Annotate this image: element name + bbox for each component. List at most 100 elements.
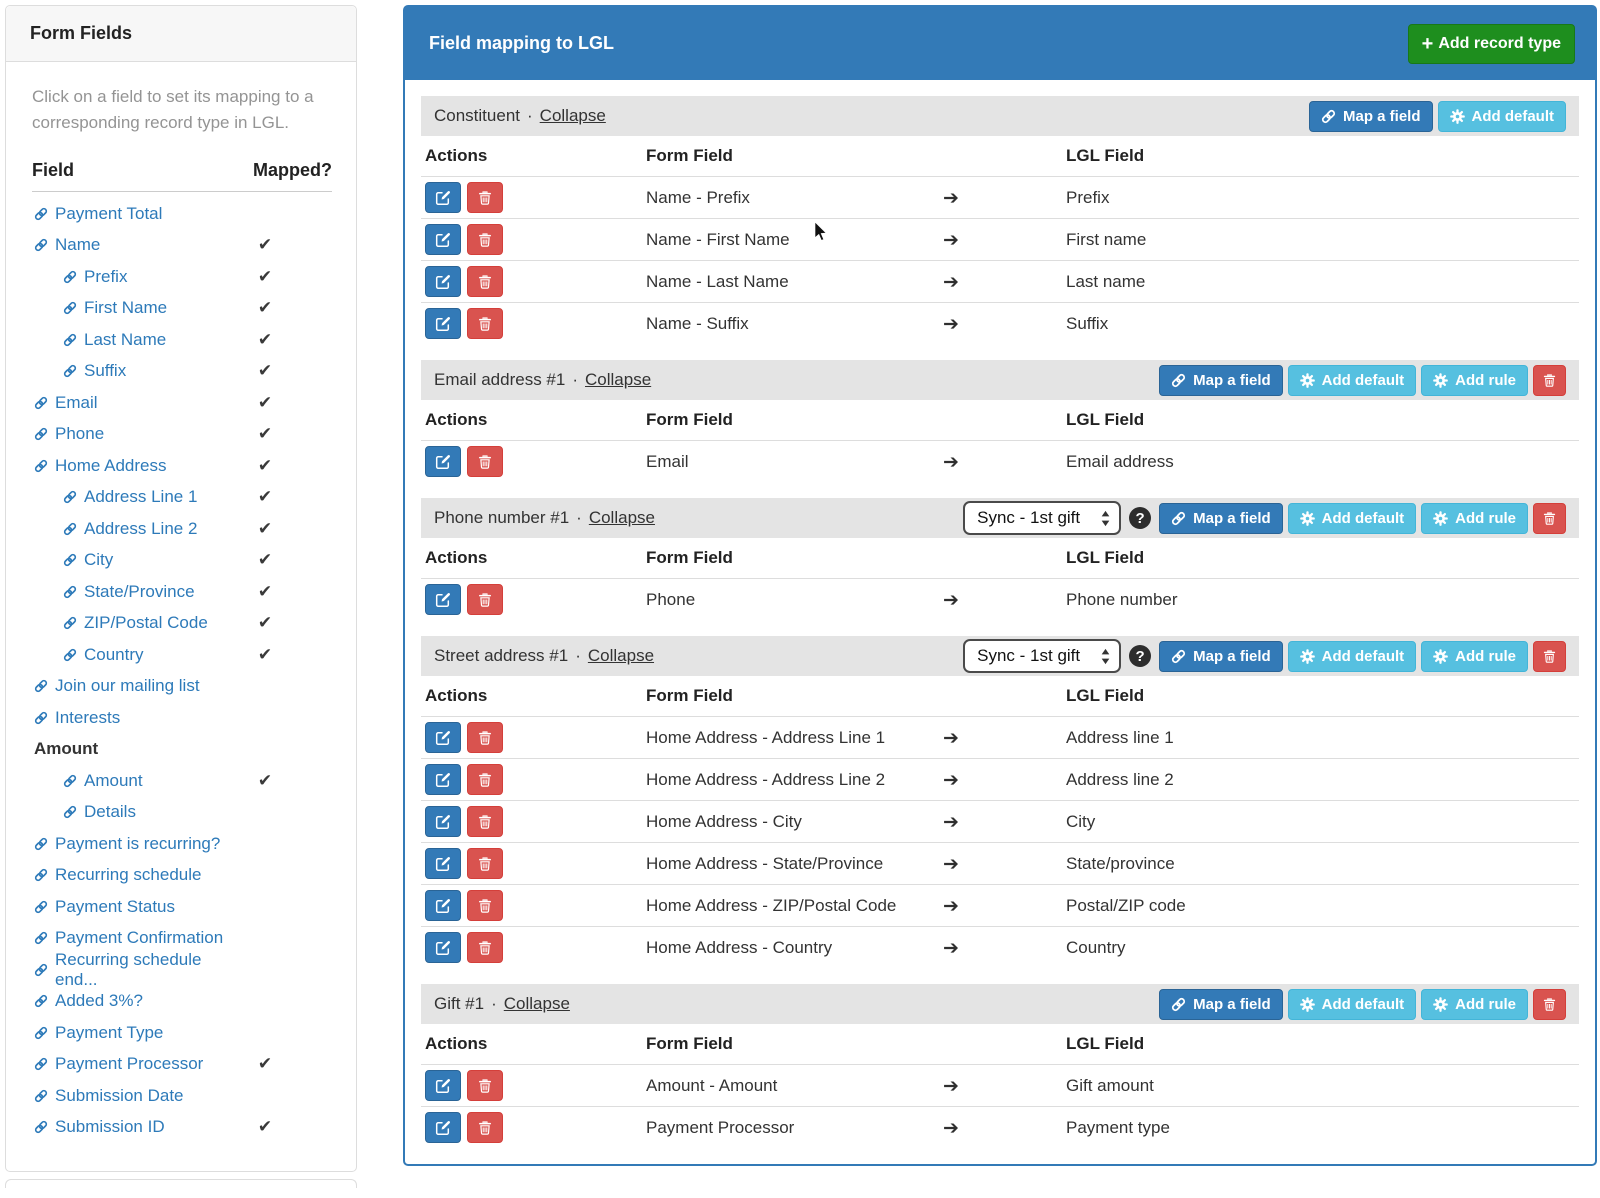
- sidebar-field-link[interactable]: Payment Confirmation: [34, 928, 223, 948]
- sidebar-field-link[interactable]: ZIP/Postal Code: [63, 613, 208, 633]
- link-icon: [34, 900, 48, 914]
- mapping-section: Phone number #1 · Collapse Sync - 1st gi…: [421, 498, 1579, 620]
- section-title: Gift #1: [434, 994, 485, 1013]
- button-label: Map a field: [1342, 107, 1421, 125]
- delete-mapping-button[interactable]: [467, 446, 503, 477]
- edit-mapping-button[interactable]: [425, 806, 461, 837]
- sidebar-field-link[interactable]: City: [63, 550, 113, 570]
- edit-mapping-button[interactable]: [425, 224, 461, 255]
- delete-mapping-button[interactable]: [467, 1070, 503, 1101]
- table-header: Actions Form Field LGL Field: [421, 136, 1579, 176]
- map-a-field-button[interactable]: Map a field: [1308, 100, 1433, 132]
- delete-section-button[interactable]: [1533, 640, 1566, 672]
- collapse-link[interactable]: Collapse: [587, 646, 655, 665]
- delete-section-button[interactable]: [1533, 364, 1566, 396]
- map-a-field-button[interactable]: Map a field: [1159, 364, 1283, 396]
- sidebar-field-link[interactable]: Join our mailing list: [34, 676, 200, 696]
- add-default-button[interactable]: Add default: [1287, 988, 1417, 1020]
- sync-select[interactable]: Sync - 1st gift: [963, 501, 1122, 535]
- delete-mapping-button[interactable]: [467, 584, 503, 615]
- add-rule-button[interactable]: Add rule: [1421, 502, 1528, 534]
- sidebar-field-link[interactable]: Recurring schedule: [34, 865, 201, 885]
- add-rule-button[interactable]: Add rule: [1421, 640, 1528, 672]
- sidebar-field-link[interactable]: Details: [63, 802, 136, 822]
- sidebar-field-link[interactable]: Payment Total: [34, 204, 162, 224]
- sidebar-field-link[interactable]: Added 3%?: [34, 991, 143, 1011]
- delete-mapping-button[interactable]: [467, 806, 503, 837]
- delete-mapping-button[interactable]: [467, 308, 503, 339]
- collapse-link[interactable]: Collapse: [588, 508, 655, 527]
- edit-mapping-button[interactable]: [425, 848, 461, 879]
- edit-mapping-button[interactable]: [425, 266, 461, 297]
- edit-mapping-button[interactable]: [425, 182, 461, 213]
- add-default-button[interactable]: Add default: [1287, 364, 1417, 396]
- delete-mapping-button[interactable]: [467, 224, 503, 255]
- sidebar-field-link[interactable]: Payment Processor: [34, 1054, 203, 1074]
- field-list: Payment Total Name ✔ Prefix ✔ First Name…: [32, 198, 332, 1143]
- delete-mapping-button[interactable]: [467, 182, 503, 213]
- sidebar-field-link[interactable]: Email: [34, 393, 98, 413]
- arrow-right-icon: ➔: [943, 936, 959, 959]
- sidebar-field-link[interactable]: Last Name: [63, 330, 166, 350]
- map-a-field-button[interactable]: Map a field: [1159, 502, 1283, 534]
- map-a-field-button[interactable]: Map a field: [1159, 988, 1283, 1020]
- collapse-link[interactable]: Collapse: [503, 994, 570, 1013]
- edit-mapping-button[interactable]: [425, 890, 461, 921]
- collapse-link[interactable]: Collapse: [585, 370, 652, 389]
- sidebar-field-link[interactable]: Payment Status: [34, 897, 175, 917]
- delete-mapping-button[interactable]: [467, 1112, 503, 1143]
- help-icon[interactable]: ?: [1129, 645, 1152, 667]
- add-rule-button[interactable]: Add rule: [1421, 988, 1528, 1020]
- edit-mapping-button[interactable]: [425, 722, 461, 753]
- map-a-field-button[interactable]: Map a field: [1159, 640, 1283, 672]
- sidebar-field-link[interactable]: Recurring schedule end...: [34, 950, 230, 990]
- gear-icon: [1300, 373, 1315, 388]
- edit-mapping-button[interactable]: [425, 308, 461, 339]
- sidebar-field-link[interactable]: Name: [34, 235, 100, 255]
- delete-mapping-button[interactable]: [467, 890, 503, 921]
- sidebar-field-link[interactable]: Prefix: [63, 267, 127, 287]
- sidebar-field-link[interactable]: Suffix: [63, 361, 126, 381]
- add-default-button[interactable]: Add default: [1287, 640, 1417, 672]
- mapping-section: Street address #1 · Collapse Sync - 1st …: [421, 636, 1579, 968]
- sidebar-field-link[interactable]: Address Line 1: [63, 487, 197, 507]
- help-icon[interactable]: ?: [1129, 507, 1152, 529]
- add-record-type-button[interactable]: + Add record type: [1407, 23, 1575, 64]
- collapse-link[interactable]: Collapse: [539, 106, 606, 125]
- edit-mapping-button[interactable]: [425, 1070, 461, 1101]
- sidebar-field-link[interactable]: Payment is recurring?: [34, 834, 220, 854]
- sidebar-field-link[interactable]: Payment Type: [34, 1023, 163, 1043]
- add-rule-button[interactable]: Add rule: [1421, 364, 1528, 396]
- sidebar-field-link[interactable]: First Name: [63, 298, 167, 318]
- edit-mapping-button[interactable]: [425, 932, 461, 963]
- sidebar-field-link[interactable]: Amount: [63, 771, 143, 791]
- sidebar-field-link[interactable]: Home Address: [34, 456, 167, 476]
- add-default-button[interactable]: Add default: [1287, 502, 1417, 534]
- button-label: Add default: [1321, 509, 1405, 527]
- sync-select[interactable]: Sync - 1st gift: [963, 639, 1122, 673]
- link-icon: [1321, 109, 1336, 124]
- delete-mapping-button[interactable]: [467, 932, 503, 963]
- sidebar-field-link[interactable]: State/Province: [63, 582, 195, 602]
- edit-icon: [435, 814, 451, 830]
- sidebar-field-link[interactable]: Address Line 2: [63, 519, 197, 539]
- sidebar-field-link[interactable]: Submission Date: [34, 1086, 184, 1106]
- add-default-button[interactable]: Add default: [1437, 100, 1566, 132]
- edit-mapping-button[interactable]: [425, 446, 461, 477]
- sidebar-field-link[interactable]: Phone: [34, 424, 104, 444]
- delete-section-button[interactable]: [1533, 502, 1566, 534]
- sidebar-field-link[interactable]: Submission ID: [34, 1117, 165, 1137]
- sidebar-field-link[interactable]: Interests: [34, 708, 120, 728]
- section-title: Email address #1: [434, 370, 566, 389]
- sidebar-field-link[interactable]: Country: [63, 645, 144, 665]
- edit-mapping-button[interactable]: [425, 584, 461, 615]
- edit-mapping-button[interactable]: [425, 764, 461, 795]
- sidebar-field-label: Recurring schedule end...: [55, 949, 202, 989]
- delete-section-button[interactable]: [1533, 988, 1566, 1020]
- delete-mapping-button[interactable]: [467, 848, 503, 879]
- delete-mapping-button[interactable]: [467, 266, 503, 297]
- lgl-field-value: Last name: [1066, 271, 1146, 291]
- delete-mapping-button[interactable]: [467, 764, 503, 795]
- edit-mapping-button[interactable]: [425, 1112, 461, 1143]
- delete-mapping-button[interactable]: [467, 722, 503, 753]
